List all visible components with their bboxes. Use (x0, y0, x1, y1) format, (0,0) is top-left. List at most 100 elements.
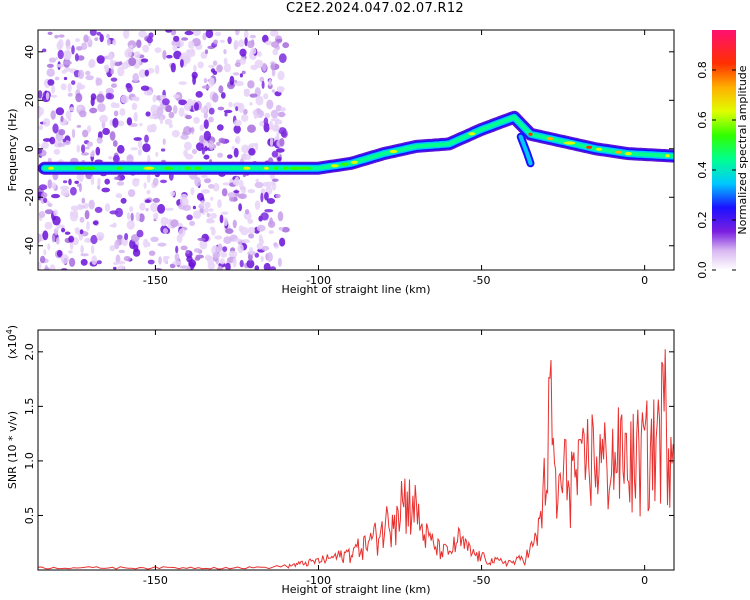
noise-blob (204, 207, 209, 213)
noise-blob (67, 83, 72, 93)
noise-blob (264, 191, 269, 201)
noise-blob (55, 227, 60, 231)
noise-blob (239, 259, 244, 268)
noise-blob (62, 138, 67, 143)
noise-blob (45, 92, 50, 101)
noise-blob (38, 261, 42, 270)
noise-blob (261, 62, 267, 72)
noise-blob (110, 59, 115, 70)
noise-blob (202, 32, 207, 41)
noise-blob (51, 85, 56, 94)
noise-blob (180, 245, 188, 251)
noise-blob (162, 228, 169, 234)
noise-blob (76, 46, 83, 51)
ridge-hotspot (665, 154, 670, 158)
noise-blob (217, 106, 225, 111)
noise-blob (241, 239, 251, 244)
noise-blob (60, 83, 67, 91)
noise-blob (145, 111, 151, 117)
noise-blob (76, 104, 83, 110)
noise-blob (38, 211, 46, 218)
noise-blob (51, 182, 56, 190)
noise-blob (97, 131, 103, 140)
noise-blob (243, 30, 249, 39)
noise-blob (104, 203, 111, 212)
noise-blob (126, 117, 133, 126)
top-y-tick-label: 0 (23, 145, 36, 152)
noise-blob (43, 197, 48, 204)
top-x-tick-label: -50 (473, 274, 491, 287)
noise-blob (172, 45, 178, 51)
noise-blob (71, 45, 75, 55)
noise-blob (199, 239, 208, 250)
noise-blob (268, 79, 273, 87)
ridge-hotspot (330, 164, 339, 168)
noise-blob (92, 220, 99, 225)
noise-blob (208, 184, 215, 189)
noise-blob (126, 220, 135, 230)
noise-blob (116, 181, 125, 186)
noise-blob (87, 125, 92, 133)
bottom-x-tick-label: 0 (641, 574, 648, 587)
noise-blob (204, 254, 212, 261)
colorbar-tick-label: 0.0 (696, 261, 709, 279)
noise-blob (116, 234, 123, 240)
noise-blob (61, 70, 67, 74)
noise-blob (238, 203, 243, 212)
ridge-hotspot (184, 166, 192, 170)
noise-blob (171, 130, 180, 138)
noise-blob (197, 61, 204, 69)
noise-blob (132, 73, 139, 83)
noise-blob (255, 178, 259, 183)
noise-blob (85, 70, 91, 76)
noise-blob (128, 57, 137, 67)
bottom-x-tick-label: -50 (473, 574, 491, 587)
noise-blob (128, 45, 134, 48)
noise-blob (217, 243, 223, 251)
noise-blob (185, 153, 194, 160)
noise-blob (47, 203, 53, 207)
noise-blob (270, 109, 279, 119)
noise-blob (101, 187, 110, 193)
noise-blob (173, 50, 182, 60)
noise-blob (114, 240, 120, 250)
noise-blob (168, 123, 173, 129)
noise-blob (67, 92, 73, 97)
noise-blob (208, 64, 215, 68)
noise-blob (107, 52, 113, 61)
noise-blob (50, 110, 56, 120)
noise-blob (263, 117, 269, 126)
noise-blob (254, 265, 260, 270)
bottom-y-tick-label: 0.5 (23, 507, 36, 525)
noise-blob (97, 103, 106, 113)
noise-blob (130, 212, 134, 222)
noise-blob (138, 69, 147, 78)
noise-blob (276, 86, 285, 93)
noise-blob (247, 124, 256, 133)
noise-blob (232, 179, 239, 186)
noise-blob (74, 227, 80, 233)
noise-blob (222, 182, 231, 186)
noise-blob (159, 116, 164, 125)
noise-blob (64, 49, 71, 59)
noise-blob (96, 232, 105, 240)
ridge-hotspot (340, 162, 349, 166)
noise-blob (148, 115, 157, 119)
noise-blob (193, 210, 202, 219)
noise-blob (277, 257, 282, 267)
noise-blob (193, 248, 201, 253)
noise-blob (105, 87, 114, 95)
noise-blob (263, 262, 271, 270)
noise-blob (228, 101, 233, 108)
colorbar-gradient (712, 30, 736, 270)
noise-blob (216, 141, 221, 146)
noise-blob (223, 57, 228, 65)
noise-blob (254, 200, 261, 210)
noise-blob (265, 181, 273, 188)
noise-blob (170, 219, 179, 228)
noise-blob (254, 142, 259, 151)
noise-blob (205, 30, 214, 39)
noise-blob (80, 258, 88, 266)
noise-blob (272, 48, 279, 56)
noise-blob (274, 120, 279, 131)
